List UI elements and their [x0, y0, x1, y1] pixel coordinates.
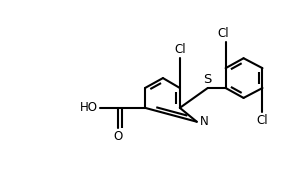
- Text: S: S: [204, 73, 212, 86]
- Text: Cl: Cl: [218, 27, 229, 40]
- Text: HO: HO: [80, 101, 98, 114]
- Text: O: O: [114, 130, 123, 143]
- Text: Cl: Cl: [174, 43, 186, 56]
- Text: N: N: [200, 115, 209, 128]
- Text: Cl: Cl: [257, 114, 268, 127]
